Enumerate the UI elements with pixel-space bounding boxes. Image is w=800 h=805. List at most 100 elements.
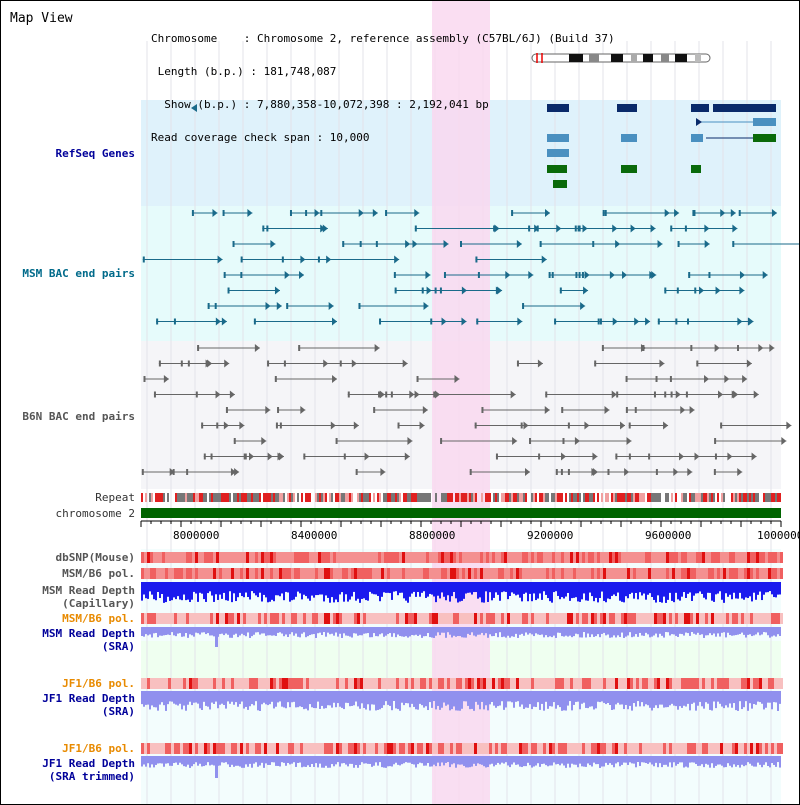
b6n-bac-pair bbox=[689, 406, 695, 414]
info-chromosome: Chromosome : Chromosome 2, reference ass… bbox=[151, 32, 615, 45]
polymorphism-mark bbox=[186, 678, 189, 689]
polymorphism-mark bbox=[276, 613, 279, 624]
chromosome-ideogram[interactable] bbox=[531, 53, 711, 63]
polymorphism-mark bbox=[282, 678, 285, 689]
polymorphism-mark bbox=[720, 568, 723, 579]
polymorphism-mark bbox=[762, 613, 765, 624]
polymorphism-mark bbox=[495, 552, 498, 563]
b6n-bac-pair bbox=[720, 422, 723, 429]
repeat-mark bbox=[693, 493, 695, 502]
jf1-depth-sra-bar bbox=[589, 691, 591, 707]
jf1-depth-trimmed-bar bbox=[143, 756, 145, 765]
polymorphism-mark bbox=[420, 743, 423, 754]
polymorphism-mark bbox=[750, 743, 753, 754]
msm-depth-capillary-bar bbox=[607, 582, 609, 599]
msm-depth-sra-bar bbox=[677, 627, 679, 637]
repeat-mark bbox=[747, 493, 749, 502]
polymorphism-mark bbox=[210, 678, 213, 689]
polymorphism-mark bbox=[426, 613, 429, 624]
jf1-depth-trimmed-bar bbox=[727, 756, 729, 764]
repeat-mark bbox=[347, 493, 349, 502]
jf1-depth-sra-bar bbox=[765, 691, 767, 708]
repeat-mark bbox=[543, 493, 545, 502]
polymorphism-mark bbox=[174, 568, 177, 579]
polymorphism-mark bbox=[234, 678, 237, 689]
polymorphism-mark bbox=[579, 613, 582, 624]
polymorphism-mark bbox=[273, 678, 276, 689]
msm-depth-sra-bar bbox=[349, 627, 351, 637]
polymorphism-mark bbox=[468, 613, 471, 624]
repeat-mark bbox=[523, 493, 525, 502]
b6n-bac-pair bbox=[537, 359, 543, 368]
jf1-depth-sra-bar bbox=[777, 691, 779, 711]
polymorphism-mark bbox=[444, 743, 447, 754]
msm-depth-sra-bar bbox=[553, 627, 555, 636]
polymorphism-mark bbox=[702, 678, 705, 689]
polymorphism-mark bbox=[237, 743, 240, 754]
msm-depth-sra-bar bbox=[271, 627, 273, 636]
jf1-depth-sra-bar bbox=[173, 691, 175, 704]
polymorphism-mark bbox=[747, 613, 750, 624]
polymorphism-mark bbox=[189, 552, 192, 563]
jf1-depth-trimmed-bar bbox=[323, 756, 325, 768]
jf1-depth-sra-bar bbox=[561, 691, 563, 711]
polymorphism-mark bbox=[723, 568, 726, 579]
jf1-depth-trimmed-bar bbox=[759, 756, 761, 765]
polymorphism-mark bbox=[288, 743, 291, 754]
b6n-bac-pair bbox=[422, 406, 428, 414]
polymorphism-mark bbox=[165, 743, 168, 754]
msm-depth-sra-bar bbox=[611, 627, 613, 638]
polymorphism-mark bbox=[696, 743, 699, 754]
jf1-depth-trimmed-bar bbox=[611, 756, 613, 765]
jf1-depth-trimmed-bar bbox=[751, 756, 753, 766]
jf1-depth-sra-bar bbox=[485, 691, 487, 706]
polymorphism-mark bbox=[735, 678, 738, 689]
polymorphism-mark bbox=[588, 568, 591, 579]
msm-depth-sra-bar bbox=[705, 627, 707, 636]
polymorphism-mark bbox=[519, 552, 522, 563]
msm-depth-sra-bar bbox=[441, 627, 443, 633]
polymorphism-mark bbox=[318, 568, 321, 579]
msm-depth-sra-bar bbox=[329, 627, 331, 635]
repeat-mark bbox=[435, 493, 437, 502]
polymorphism-mark bbox=[165, 678, 168, 689]
msm-bac-pair bbox=[528, 271, 534, 279]
polymorphism-mark bbox=[768, 568, 771, 579]
jf1-depth-sra-bar bbox=[153, 691, 155, 708]
msm-depth-capillary-bar bbox=[619, 582, 621, 601]
polymorphism-mark bbox=[687, 552, 690, 563]
jf1-depth-sra-bar bbox=[159, 691, 161, 705]
polymorphism-mark bbox=[756, 743, 759, 754]
msm-depth-sra-bar bbox=[335, 627, 337, 633]
polymorphism-mark bbox=[564, 613, 567, 624]
msm-bac-pair bbox=[439, 287, 442, 294]
msm-depth-sra-bar bbox=[365, 627, 367, 634]
jf1-depth-trimmed-bar bbox=[281, 756, 283, 763]
jf1-depth-trimmed-bar bbox=[313, 756, 315, 767]
repeat-mark bbox=[473, 493, 475, 502]
polymorphism-mark bbox=[291, 678, 294, 689]
polymorphism-mark bbox=[726, 552, 729, 563]
polymorphism-mark bbox=[591, 568, 594, 579]
polymorphism-mark bbox=[738, 678, 741, 689]
jf1-depth-sra-bar bbox=[535, 691, 537, 708]
msm-depth-sra-bar bbox=[529, 627, 531, 634]
msm-depth-sra-bar bbox=[593, 627, 595, 637]
jf1-depth-sra-bar bbox=[683, 691, 685, 706]
b6n-bac-pair bbox=[655, 469, 658, 475]
polymorphism-mark bbox=[471, 552, 474, 563]
msm-depth-sra-bar bbox=[257, 627, 259, 633]
polymorphism-mark bbox=[351, 678, 354, 689]
msm-depth-sra-bar bbox=[327, 627, 329, 633]
msm-depth-capillary-bar bbox=[197, 582, 199, 602]
msm-depth-capillary-bar bbox=[201, 582, 203, 594]
jf1-depth-trimmed-bar bbox=[395, 756, 397, 763]
jf1-depth-trimmed-bar bbox=[463, 756, 465, 766]
polymorphism-mark bbox=[384, 552, 387, 563]
polymorphism-mark bbox=[564, 678, 567, 689]
polymorphism-mark bbox=[318, 552, 321, 563]
jf1-depth-sra-bar bbox=[771, 691, 773, 710]
jf1-depth-sra-bar bbox=[643, 691, 645, 707]
jf1-depth-trimmed-bar bbox=[361, 756, 363, 763]
